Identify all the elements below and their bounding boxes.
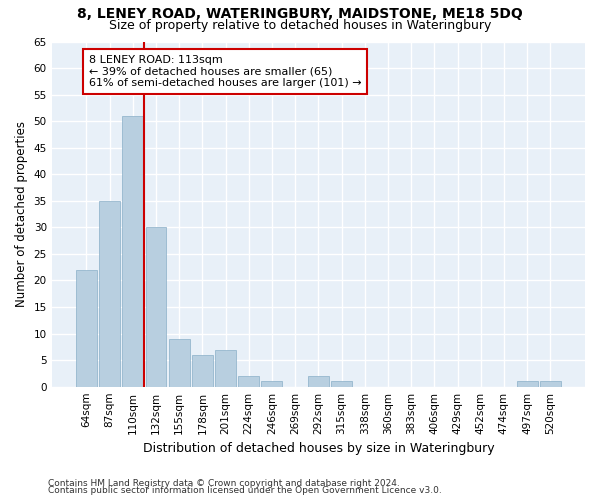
Bar <box>76 270 97 386</box>
Bar <box>99 201 120 386</box>
Bar <box>308 376 329 386</box>
Bar <box>238 376 259 386</box>
Text: Size of property relative to detached houses in Wateringbury: Size of property relative to detached ho… <box>109 19 491 32</box>
Bar <box>262 382 283 386</box>
Bar <box>169 339 190 386</box>
Bar <box>331 382 352 386</box>
Bar <box>146 228 166 386</box>
Text: Contains public sector information licensed under the Open Government Licence v3: Contains public sector information licen… <box>48 486 442 495</box>
Bar <box>192 355 213 386</box>
Bar <box>122 116 143 386</box>
Text: 8 LENEY ROAD: 113sqm
← 39% of detached houses are smaller (65)
61% of semi-detac: 8 LENEY ROAD: 113sqm ← 39% of detached h… <box>89 55 361 88</box>
Bar <box>517 382 538 386</box>
Bar <box>215 350 236 387</box>
Bar <box>540 382 561 386</box>
Text: 8, LENEY ROAD, WATERINGBURY, MAIDSTONE, ME18 5DQ: 8, LENEY ROAD, WATERINGBURY, MAIDSTONE, … <box>77 8 523 22</box>
Y-axis label: Number of detached properties: Number of detached properties <box>15 121 28 307</box>
X-axis label: Distribution of detached houses by size in Wateringbury: Distribution of detached houses by size … <box>143 442 494 455</box>
Text: Contains HM Land Registry data © Crown copyright and database right 2024.: Contains HM Land Registry data © Crown c… <box>48 478 400 488</box>
